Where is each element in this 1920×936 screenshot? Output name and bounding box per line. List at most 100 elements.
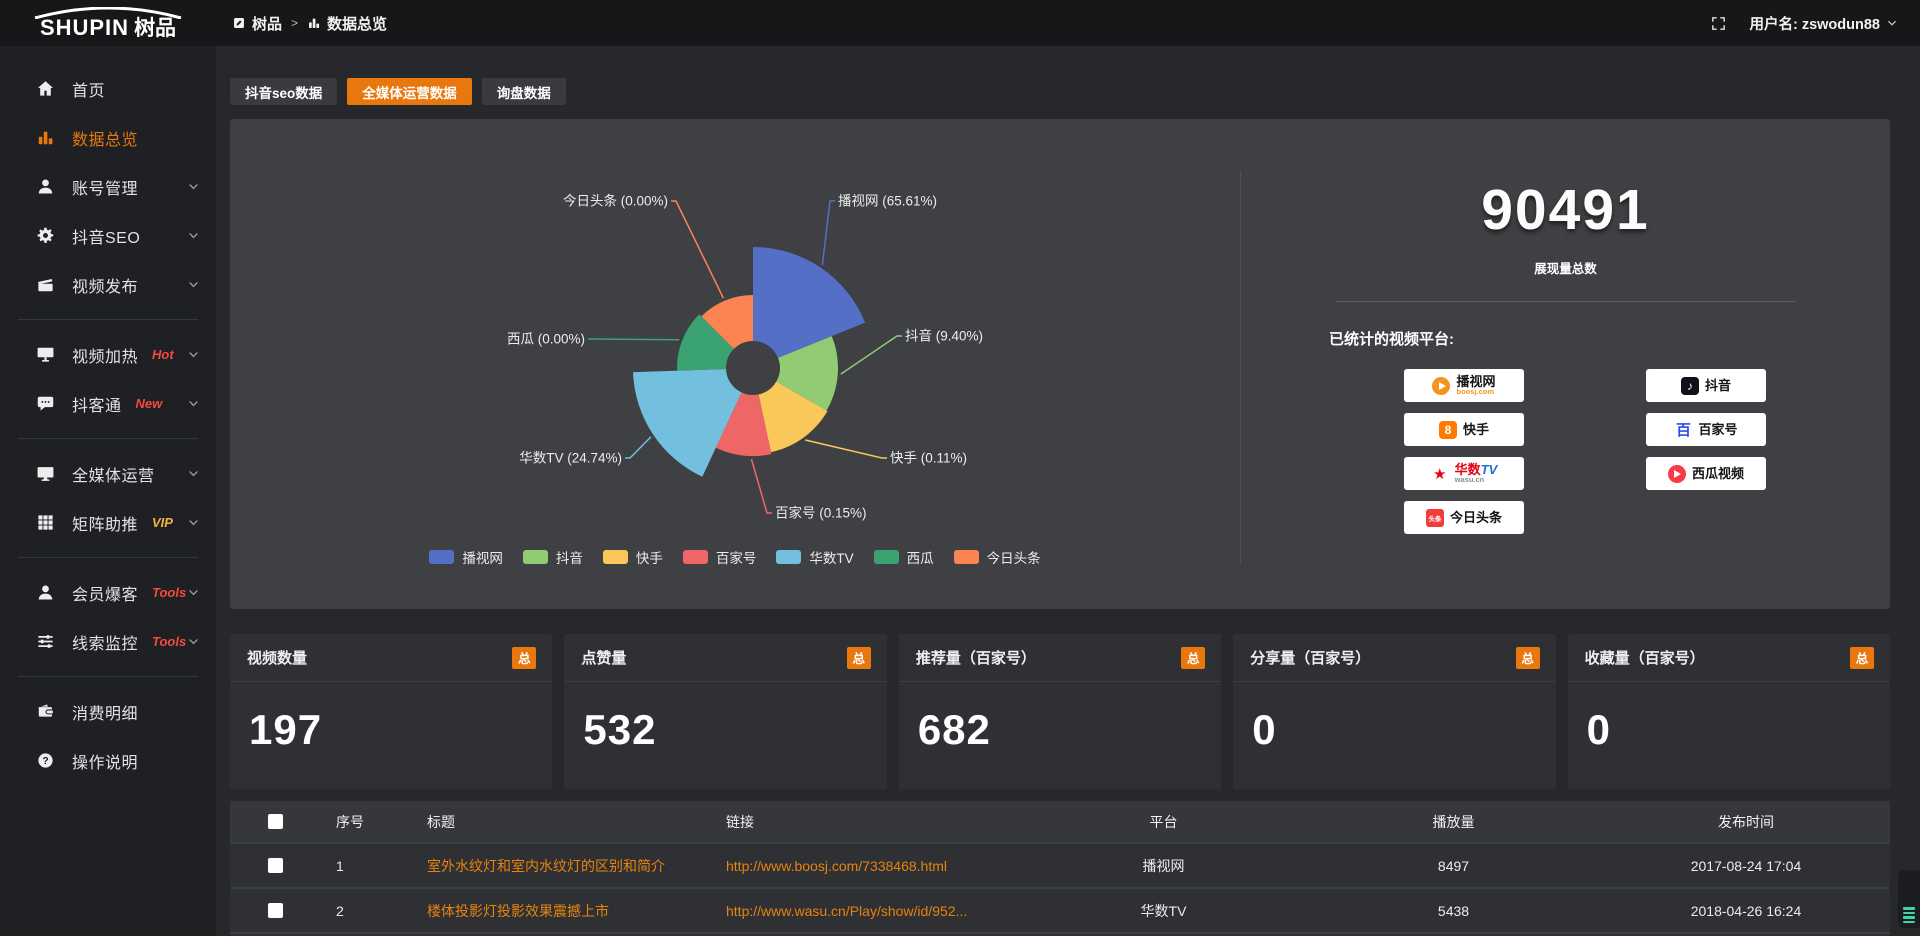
pie-slice-西瓜[interactable] (677, 314, 734, 371)
pie-label: 西瓜 (0.00%) (507, 332, 585, 347)
sidebar-item-account-management[interactable]: 账号管理 (0, 162, 216, 211)
total-toggle-badge[interactable]: 总 (1181, 646, 1206, 669)
legend-item-百家号[interactable]: 百家号 (682, 547, 757, 567)
pie-slice-抖音[interactable] (776, 336, 839, 411)
pie-slice-今日头条[interactable] (701, 295, 753, 349)
sidebar-item-video-heating[interactable]: 视频加热 Hot (0, 330, 216, 379)
sidebar-item-douyin-seo[interactable]: 抖音SEO (0, 211, 216, 260)
stat-card-value: 0 (1586, 706, 1611, 753)
chevron-down-icon (1886, 17, 1898, 29)
stat-card-title: 视频数量 (247, 650, 308, 667)
legend-swatch (429, 550, 455, 564)
sidebar-item-omnimedia-operation[interactable]: 全媒体运营 (0, 449, 216, 498)
table-header-row: 序号 标题 链接 平台 播放量 发布时间 (230, 801, 1890, 844)
platform-name: 播视网 (1456, 373, 1496, 389)
sidebar-item-operation-guide[interactable]: 操作说明 (0, 736, 216, 785)
hot-badge: Hot (152, 347, 174, 362)
total-toggle-badge[interactable]: 总 (512, 646, 537, 669)
main-content: 抖音seo数据 全媒体运营数据 询盘数据 播视网 (65.61%) 抖音 (9.4… (216, 46, 1920, 936)
sidebar-item-matrix-boost[interactable]: 矩阵助推 VIP (0, 498, 216, 547)
legend-swatch (522, 550, 548, 564)
sidebar-item-consumption-details[interactable]: 消费明细 (0, 687, 216, 736)
display-icon (36, 345, 55, 364)
pie-label: 华数TV (24.74%) (519, 451, 622, 466)
pie-slice-播视网[interactable] (753, 247, 866, 358)
sidebar-item-member-baoke[interactable]: 会员爆客 Tools (0, 568, 216, 617)
legend-item-抖音[interactable]: 抖音 (522, 547, 583, 567)
pie-label: 快手 (0.11%) (890, 451, 967, 466)
user-menu[interactable]: 用户名: zswodun88 (1749, 13, 1898, 34)
row-checkbox[interactable] (267, 903, 283, 918)
breadcrumb-home[interactable]: 树品 (232, 13, 282, 34)
legend-label: 抖音 (555, 551, 583, 566)
stat-card-favorites: 收藏量（百家号） 总 0 (1567, 634, 1891, 789)
sidebar-item-doukettong[interactable]: 抖客通 New (0, 379, 216, 428)
fullscreen-icon[interactable] (1710, 15, 1727, 32)
legend-item-今日头条[interactable]: 今日头条 (953, 547, 1041, 567)
row-time: 2017-08-24 17:04 (1690, 857, 1802, 874)
pie-label-line (840, 335, 902, 375)
legend-label: 百家号 (715, 551, 757, 566)
sidebar-item-lead-monitoring[interactable]: 线索监控 Tools (0, 617, 216, 666)
logo-arc (34, 7, 182, 19)
pie-slice-百家号[interactable] (715, 392, 772, 456)
legend-item-西瓜[interactable]: 西瓜 (873, 547, 934, 567)
monitor-icon (36, 464, 55, 483)
legend-item-华数TV[interactable]: 华数TV (776, 547, 854, 567)
breadcrumb-current[interactable]: 数据总览 (307, 13, 387, 34)
stat-card-shares: 分享量（百家号） 总 0 (1233, 634, 1556, 789)
legend-item-快手[interactable]: 快手 (602, 547, 663, 567)
breadcrumb-current-label: 数据总览 (327, 15, 388, 33)
pie-slice-华数TV[interactable] (633, 368, 742, 477)
stat-card-title: 分享量（百家号） (1250, 650, 1371, 667)
help-icon (36, 751, 55, 770)
vip-badge: VIP (152, 515, 173, 530)
video-url-link[interactable]: http://www.boosj.com/7338468.html (726, 857, 948, 874)
floating-widget[interactable] (1898, 870, 1920, 928)
select-all-checkbox[interactable] (267, 814, 283, 829)
video-url-link[interactable]: http://www.wasu.cn/Play/show/id/952... (726, 902, 968, 919)
tools-badge: Tools (152, 634, 187, 649)
sidebar-item-data-overview[interactable]: 数据总览 (0, 113, 216, 162)
chevron-down-icon (187, 229, 200, 242)
sidebar-item-label: 矩阵助推 (72, 516, 139, 534)
video-title-link[interactable]: 室外水纹灯和室内水纹灯的区别和简介 (427, 857, 665, 874)
logo-text-cn: 树品 (134, 17, 177, 40)
legend-label: 快手 (635, 551, 663, 566)
tab-douyin-seo-data[interactable]: 抖音seo数据 (230, 78, 338, 105)
legend-item-播视网[interactable]: 播视网 (429, 547, 503, 567)
stripes-icon (1903, 907, 1915, 923)
row-checkbox[interactable] (267, 858, 283, 873)
pie-slice-快手[interactable] (758, 381, 828, 453)
sidebar-item-video-publish[interactable]: 视频发布 (0, 260, 216, 309)
total-impressions-label: 展现量总数 (1534, 262, 1597, 276)
logo-text: SHUPIN 树品 (40, 17, 177, 40)
baijiahao-logo-icon (1674, 421, 1692, 439)
platform-badge-kuaishou: 快手 (1404, 413, 1524, 446)
row-time: 2018-04-26 16:24 (1690, 902, 1802, 919)
video-title-link[interactable]: 楼体投影灯投影效果震撼上市 (427, 902, 609, 919)
stat-card-value: 532 (583, 706, 657, 753)
sidebar-item-label: 数据总览 (72, 131, 139, 149)
sidebar-item-label: 消费明细 (72, 705, 139, 723)
tab-inquiry-data[interactable]: 询盘数据 (481, 78, 566, 105)
legend-swatch (776, 550, 802, 564)
breadcrumb-home-label: 树品 (252, 15, 283, 33)
data-tabs: 抖音seo数据 全媒体运营数据 询盘数据 (230, 78, 1890, 105)
person-icon (36, 583, 55, 602)
app-logo[interactable]: SHUPIN 树品 (0, 7, 216, 39)
platform-sub: wasu.cn (1454, 475, 1485, 485)
total-toggle-badge[interactable]: 总 (1515, 646, 1540, 669)
pie-label-line (805, 439, 887, 459)
breadcrumb-separator: > (291, 16, 299, 30)
wallet-icon (36, 702, 55, 721)
sidebar-item-home[interactable]: 首页 (0, 64, 216, 113)
chevron-down-icon (187, 516, 200, 529)
legend-swatch (602, 550, 628, 564)
tab-omnimedia-data[interactable]: 全媒体运营数据 (347, 78, 472, 105)
total-toggle-badge[interactable]: 总 (1850, 646, 1875, 669)
total-toggle-badge[interactable]: 总 (846, 646, 871, 669)
chart-legend: 播视网 抖音 快手 百家号 华数TV 西瓜 今日头条 (230, 547, 1240, 567)
